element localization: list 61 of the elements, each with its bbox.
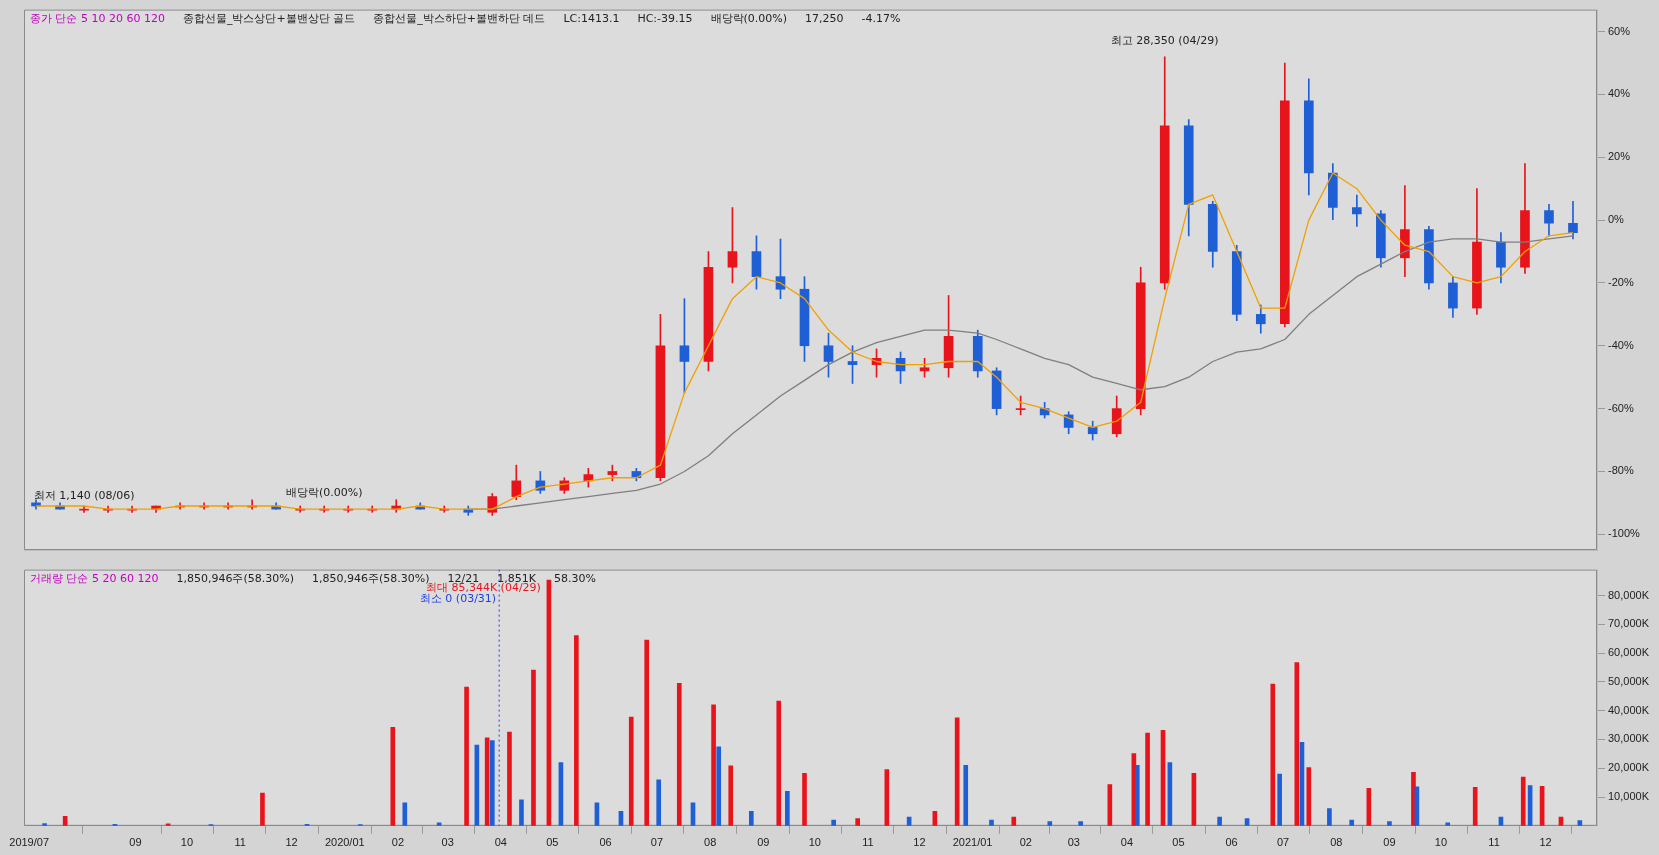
- legend-title: 종가 단순 5 10 20 60 120: [30, 11, 165, 25]
- y-tick-label: 60,000K: [1608, 646, 1650, 659]
- x-tick-label: 2020/01: [324, 836, 365, 849]
- x-tick-label: 02: [391, 836, 405, 849]
- y-tick-label: 50,000K: [1608, 674, 1650, 687]
- x-tick-label: 2021/01: [952, 836, 993, 849]
- annotation: 배당락(0.00%): [710, 11, 788, 25]
- y-tick-label: 20%: [1608, 150, 1631, 163]
- x-tick-label: 09: [1383, 836, 1396, 849]
- y-tick-label: -40%: [1608, 338, 1634, 351]
- y-tick-label: -20%: [1608, 275, 1634, 288]
- annotation: 종합선물_박스하단+볼밴하단 데드: [373, 11, 546, 25]
- x-tick-label: 06: [599, 836, 612, 849]
- y-tick-label: 30,000K: [1608, 732, 1650, 745]
- x-tick-label: 05: [1172, 836, 1185, 849]
- y-tick-label: -60%: [1608, 401, 1634, 414]
- annotation: -4.17%: [861, 11, 901, 25]
- annotation: LC:1413.1: [563, 11, 620, 25]
- x-tick-label: 11: [234, 836, 246, 849]
- y-tick-label: -80%: [1608, 464, 1634, 477]
- annotation: 종합선물_박스상단+볼밴상단 골드: [182, 11, 356, 25]
- x-tick-label: 03: [441, 836, 454, 849]
- annotation: HC:-39.15: [637, 11, 693, 25]
- y-tick-label: 0%: [1608, 213, 1625, 226]
- x-tick-label: 12: [1539, 836, 1552, 849]
- x-tick-label: 10: [180, 836, 194, 849]
- x-tick-label: 07: [650, 836, 664, 849]
- x-tick-label: 04: [1120, 836, 1134, 849]
- legend-title: 거래량 단순 5 20 60 120: [30, 571, 159, 585]
- x-tick-label: 11: [1488, 836, 1500, 849]
- y-tick-label: 40,000K: [1608, 703, 1650, 716]
- annotation: 1,850,946주(58.30%): [176, 571, 294, 585]
- x-tick-label: 05: [546, 836, 559, 849]
- x-tick-label: 07: [1276, 836, 1290, 849]
- annotation: 배당락(0.00%): [285, 486, 363, 500]
- y-tick-label: 80,000K: [1608, 588, 1650, 601]
- x-tick-label: 02: [1019, 836, 1032, 849]
- x-tick-label: 08: [1330, 836, 1343, 849]
- annotation: 17,250: [805, 11, 844, 25]
- y-tick-label: 70,000K: [1608, 617, 1650, 630]
- x-tick-label: 06: [1225, 836, 1238, 849]
- x-tick-label: 08: [704, 836, 717, 849]
- x-tick-label: 03: [1067, 836, 1080, 849]
- y-tick-label: 10,000K: [1608, 790, 1650, 803]
- annotation: 58.30%: [553, 571, 596, 585]
- x-tick-label: 12: [285, 836, 298, 849]
- y-tick-label: 20,000K: [1608, 761, 1650, 774]
- x-tick-label: 04: [494, 836, 507, 849]
- annotation: 최저 1,140 (08/06): [33, 489, 135, 503]
- x-tick-label: 12: [913, 836, 926, 849]
- x-tick-label: 11: [862, 836, 874, 849]
- x-tick-label: 09: [757, 836, 770, 849]
- y-tick-label: 40%: [1608, 87, 1631, 100]
- y-tick-label: 60%: [1608, 24, 1631, 37]
- y-tick-label: -100%: [1608, 527, 1641, 540]
- x-tick-label: 09: [129, 836, 142, 849]
- x-tick-label: 10: [808, 836, 821, 849]
- x-tick-label: 2019/07: [9, 836, 50, 849]
- annotation: 최소 0 (03/31): [419, 592, 497, 606]
- x-tick-label: 10: [1434, 836, 1448, 849]
- annotation: 최고 28,350 (04/29): [1110, 33, 1219, 47]
